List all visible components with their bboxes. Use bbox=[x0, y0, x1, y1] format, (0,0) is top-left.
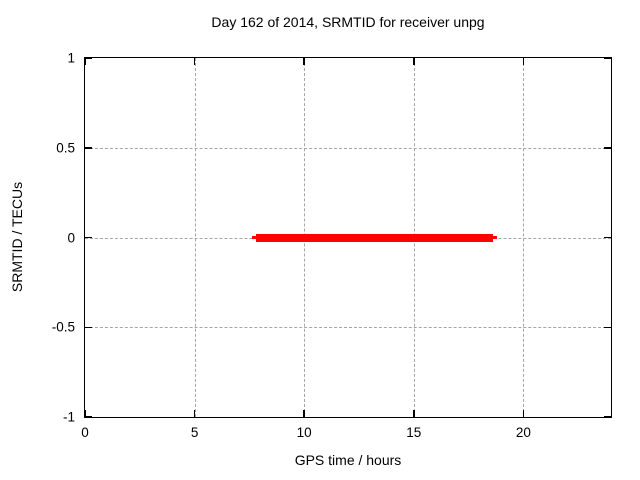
y-tick-right bbox=[604, 326, 611, 328]
y-tick-label: -1 bbox=[62, 409, 75, 425]
y-tick-left bbox=[85, 57, 92, 59]
y-tick-left bbox=[85, 326, 92, 328]
x-tick-label: 5 bbox=[190, 425, 199, 440]
y-tick-left bbox=[85, 416, 92, 418]
x-tick-bottom bbox=[303, 410, 305, 417]
y-axis-label: SRMTID / TECUs bbox=[9, 181, 25, 293]
x-tick-top bbox=[84, 58, 86, 65]
y-tick-left bbox=[85, 147, 92, 149]
x-tick-label: 15 bbox=[406, 425, 422, 440]
y-tick-right bbox=[604, 236, 611, 239]
y-tick-label: 0.5 bbox=[56, 140, 75, 156]
x-tick-bottom bbox=[84, 410, 86, 417]
x-tick-label: 0 bbox=[81, 425, 89, 440]
y-tick-left bbox=[85, 236, 92, 239]
x-tick-bottom bbox=[522, 410, 525, 417]
x-tick-top bbox=[303, 58, 305, 65]
y-tick-label: -0.5 bbox=[51, 319, 75, 335]
chart-title: Day 162 of 2014, SRMTID for receiver unp… bbox=[211, 14, 485, 30]
y-tick-right bbox=[604, 57, 611, 59]
y-tick-right bbox=[604, 416, 611, 418]
series-line bbox=[255, 233, 493, 242]
y-tick-label: 0 bbox=[67, 230, 75, 245]
x-tick-top bbox=[413, 58, 415, 65]
x-tick-bottom bbox=[193, 410, 196, 417]
y-gridline bbox=[85, 327, 611, 329]
x-tick-top bbox=[522, 58, 525, 65]
y-tick-right bbox=[604, 147, 611, 149]
y-gridline bbox=[85, 147, 611, 149]
x-axis-label: GPS time / hours bbox=[294, 452, 402, 468]
x-tick-label: 20 bbox=[515, 425, 531, 440]
x-tick-top bbox=[193, 58, 196, 65]
plot-area: 0 5 10 15 20 1 0.5 0 -0.5 -1 bbox=[52, 51, 612, 440]
x-tick-label: 10 bbox=[296, 425, 312, 440]
x-tick-bottom bbox=[413, 410, 415, 417]
y-tick-label: 1 bbox=[67, 50, 75, 66]
